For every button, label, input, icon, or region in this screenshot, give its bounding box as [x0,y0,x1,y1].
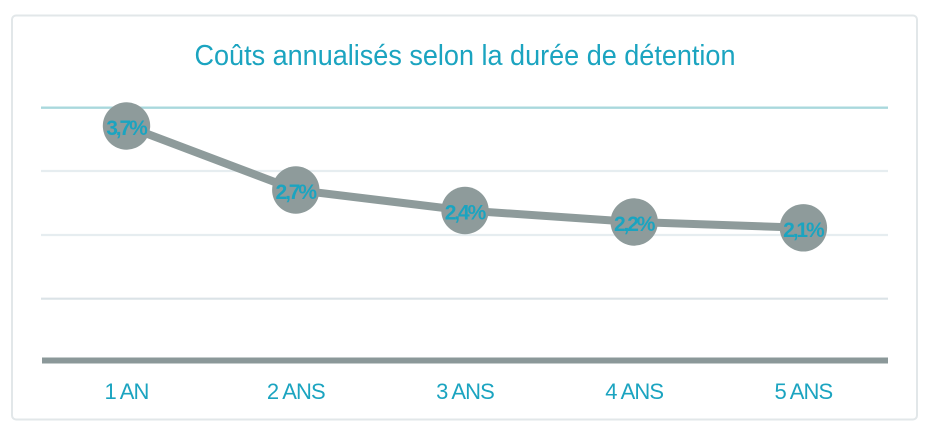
svg-text:1 AN: 1 AN [104,379,148,404]
svg-text:Coûts annualisés selon la duré: Coûts annualisés selon la durée de déten… [195,40,736,72]
svg-text:2 ANS: 2 ANS [267,379,325,404]
svg-text:4 ANS: 4 ANS [605,379,663,404]
svg-text:3,7%: 3,7% [106,117,148,140]
svg-text:2,1%: 2,1% [783,219,825,242]
svg-text:2,4%: 2,4% [445,202,487,225]
svg-text:2,2%: 2,2% [614,213,656,236]
svg-text:2,7%: 2,7% [276,181,318,204]
svg-text:3 ANS: 3 ANS [436,379,494,404]
svg-text:5 ANS: 5 ANS [774,379,832,404]
